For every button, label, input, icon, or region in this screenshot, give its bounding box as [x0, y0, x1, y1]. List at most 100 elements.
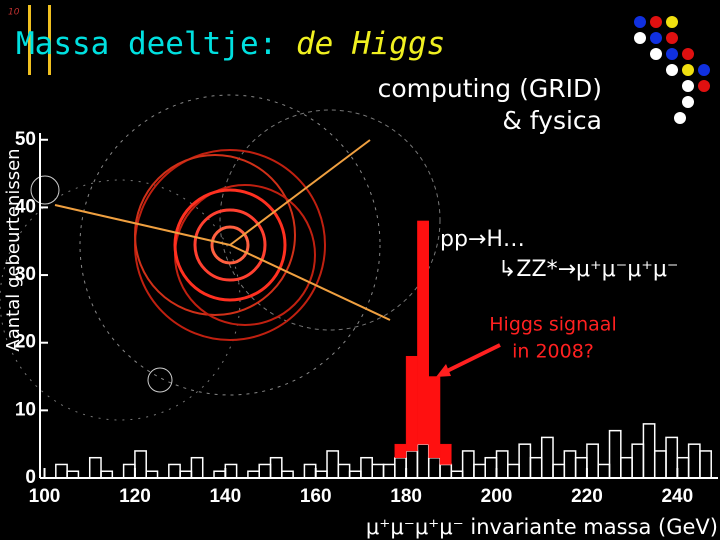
dot	[650, 48, 662, 60]
histogram-bar	[676, 456, 690, 479]
histogram-bar	[348, 470, 362, 479]
x-tick-label: 240	[661, 486, 693, 507]
histogram-bar	[360, 456, 373, 479]
decor-bar	[28, 5, 31, 75]
process: pp→H…	[440, 227, 525, 252]
histogram-bar	[642, 423, 656, 479]
track	[30, 175, 60, 205]
histogram-bar	[405, 450, 419, 479]
y-tick-label: 20	[15, 332, 36, 353]
muon	[54, 204, 231, 246]
histogram-bar	[417, 220, 429, 445]
muon	[229, 244, 391, 321]
histogram-bar	[586, 443, 599, 479]
histogram-bar	[405, 355, 418, 452]
histogram-bar	[699, 450, 712, 479]
track	[173, 188, 287, 302]
dot	[666, 48, 678, 60]
histogram-bar	[281, 470, 294, 479]
histogram-bar	[597, 463, 611, 479]
x-tick-label: 160	[300, 486, 332, 507]
histogram-bar	[552, 463, 566, 479]
histogram-bar	[484, 456, 498, 479]
histogram-bar	[518, 443, 532, 479]
slide-number: 10	[8, 8, 20, 18]
histogram-bar	[620, 456, 633, 479]
x-tick-label: 120	[119, 486, 151, 507]
title-highlight: de Higgs	[296, 26, 445, 62]
histogram-bar	[269, 456, 283, 479]
histogram-bar	[428, 376, 441, 458]
x-tick-label: 200	[481, 486, 513, 507]
decay: ↳ZZ*→μ⁺μ⁻μ⁺μ⁻	[498, 257, 678, 282]
dot	[698, 80, 710, 92]
x-tick-label: 140	[209, 486, 241, 507]
dot	[698, 64, 710, 76]
histogram-bar	[450, 470, 464, 479]
track	[0, 179, 241, 421]
histogram-bar	[461, 450, 475, 479]
histogram-bar	[179, 470, 193, 479]
annotation: in 2008?	[512, 341, 594, 363]
dot	[650, 32, 662, 44]
title-main: Massa deeltje:	[16, 26, 277, 62]
histogram-bar	[168, 463, 181, 479]
histogram-bar	[88, 456, 102, 479]
histogram-bar	[529, 456, 543, 479]
event-display	[0, 94, 441, 421]
histogram-bar	[122, 463, 136, 479]
histogram-bar	[665, 436, 679, 479]
dot	[634, 16, 646, 28]
histogram-bar	[608, 429, 622, 479]
histogram-bar	[540, 436, 554, 479]
dot	[682, 80, 694, 92]
histogram-bar	[326, 450, 340, 479]
dot	[674, 112, 686, 124]
dot	[650, 16, 662, 28]
histogram-bar	[100, 470, 114, 479]
histogram-bar	[382, 463, 396, 479]
track	[79, 94, 381, 396]
histogram-bar	[439, 443, 452, 465]
histogram-bar	[631, 443, 645, 479]
histogram-bar	[439, 463, 453, 479]
y-axis-label: Aantal gebeurtenissen	[3, 148, 24, 351]
dot	[682, 64, 694, 76]
dot	[666, 32, 678, 44]
histogram-bar	[394, 443, 407, 458]
y-tick-label: 10	[15, 399, 36, 420]
dot	[682, 96, 694, 108]
track	[134, 154, 296, 316]
histogram-bar	[394, 456, 407, 479]
histogram-bar	[66, 470, 80, 479]
y-tick-label: 0	[25, 467, 36, 488]
dot	[682, 48, 694, 60]
histogram-bar	[473, 463, 486, 479]
y-tick-label: 50	[15, 129, 36, 150]
histogram-bar	[224, 463, 238, 479]
dot	[634, 32, 646, 44]
histogram-bar	[653, 450, 667, 479]
histogram-bar	[134, 450, 147, 479]
track	[210, 225, 250, 265]
histogram-bar	[337, 463, 351, 479]
histogram-bar	[416, 443, 430, 479]
x-tick-label: 100	[29, 486, 61, 507]
dot	[666, 64, 678, 76]
histogram-bar	[247, 470, 260, 479]
histogram-bar	[687, 443, 701, 479]
muon	[229, 139, 371, 246]
y-tick-label: 30	[15, 264, 36, 285]
x-tick-label: 220	[571, 486, 603, 507]
histogram-bar	[314, 470, 328, 479]
histogram-bar	[258, 463, 272, 479]
annotation: Higgs signaal	[489, 314, 616, 336]
subtitle: computing (GRID)	[378, 74, 602, 103]
histogram-bar	[55, 463, 68, 479]
histogram-bar	[563, 450, 577, 479]
dot	[666, 16, 678, 28]
arrow-head	[436, 364, 451, 377]
histogram-bar	[371, 463, 385, 479]
